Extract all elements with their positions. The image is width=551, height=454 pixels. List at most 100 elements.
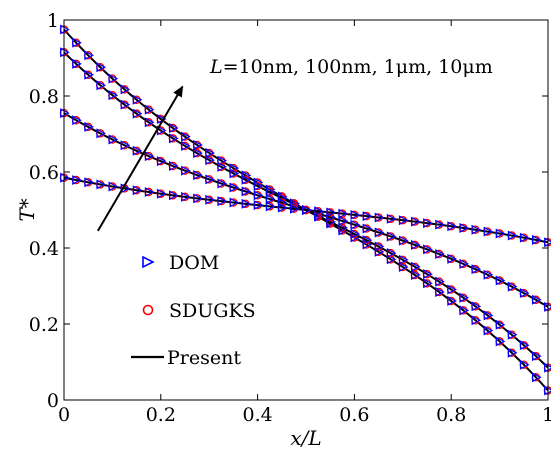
series-1-dom-point xyxy=(120,84,131,95)
series-4-dom-point xyxy=(495,228,506,239)
series-1-dom-point xyxy=(205,147,216,158)
series-4-dom-point xyxy=(72,175,82,186)
series-1-dom-point xyxy=(532,372,542,383)
series-1-dom-point xyxy=(108,73,119,84)
series-4-dom-point xyxy=(435,219,445,230)
series-1-dom-point xyxy=(483,325,494,336)
series-4-dom-point xyxy=(229,197,240,208)
series-1-dom-point xyxy=(181,131,191,142)
series-2-dom-point xyxy=(338,222,349,233)
series-4-dom-point xyxy=(169,190,179,201)
series-3-dom-point xyxy=(495,275,506,286)
legend-entry-present: Present xyxy=(131,347,241,369)
series-3-dom-point xyxy=(84,121,95,132)
series-3-dom-point xyxy=(108,134,119,145)
series-3-dom-point xyxy=(193,170,203,181)
series-4-dom-point xyxy=(423,218,433,229)
series-1-dom-point xyxy=(447,295,458,306)
series-3-dom-point xyxy=(205,174,216,185)
y-tick-label: 0.8 xyxy=(29,86,59,108)
y-tick-label: 0 xyxy=(47,390,59,412)
series-2-dom-point xyxy=(205,155,216,166)
series-1-dom-point xyxy=(217,155,228,166)
legend-label: SDUGKS xyxy=(169,300,256,322)
series-1-dom-point xyxy=(96,62,107,73)
series-1-dom-point xyxy=(544,385,551,396)
series-4-dom-point xyxy=(386,213,397,224)
plot-frame xyxy=(63,19,549,401)
series-1-dom-point xyxy=(411,270,421,281)
series-2-dom-point xyxy=(265,187,276,198)
series-4-dom-point xyxy=(290,203,300,214)
series-4-dom-point xyxy=(362,211,373,222)
series-4-dom-point xyxy=(459,222,470,233)
annotation-text: L=10nm, 100nm, 1μm, 10μm xyxy=(209,56,493,78)
series-4-dom-point xyxy=(60,172,70,183)
series-3-dom-point xyxy=(253,190,264,201)
series-3-dom-point xyxy=(423,244,433,255)
series-2-dom-point xyxy=(169,133,179,144)
series-3-dom-point xyxy=(447,253,458,264)
series-1-dom-point xyxy=(459,305,470,316)
series-2-dom-point xyxy=(459,292,470,303)
series-4-dom-point xyxy=(132,185,143,196)
series-group xyxy=(59,24,551,396)
legend-entry-dom: DOM xyxy=(142,252,219,274)
series-2-dom-point xyxy=(362,235,373,246)
axis-labels: x/L T* xyxy=(15,198,322,450)
x-tick-label: 0.6 xyxy=(339,404,369,426)
series-1-dom-point xyxy=(144,104,155,115)
legend-sdugks-marker xyxy=(142,304,154,316)
series-3-dom-point xyxy=(519,288,530,299)
series-4-dom-point xyxy=(241,198,252,209)
series-2-dom-point xyxy=(253,181,264,192)
series-4-dom-point xyxy=(96,179,107,190)
series-1-dom-point xyxy=(471,315,482,326)
series-3-dom-point xyxy=(265,194,276,205)
series-2-dom-point xyxy=(423,269,433,280)
series-4-dom-point xyxy=(156,188,167,199)
series-4-dom-point xyxy=(483,226,494,237)
series-2-dom-point xyxy=(229,168,240,179)
series-2-dom-point xyxy=(241,174,252,185)
series-3-dom-point xyxy=(362,223,373,234)
series-3-dom-point xyxy=(217,178,228,189)
legend-dom-marker xyxy=(142,255,155,269)
series-1-dom-point xyxy=(84,50,95,61)
series-2-dom-point xyxy=(447,284,458,295)
y-tick-label: 0.2 xyxy=(29,314,59,336)
series-4-dom-point xyxy=(411,216,421,227)
series-2-dom-point xyxy=(483,310,494,321)
series-4-dom-point xyxy=(350,209,361,220)
series-2-dom-point xyxy=(519,340,530,351)
series-4-dom-point xyxy=(507,230,518,241)
series-4-dom-point xyxy=(544,237,551,248)
series-2-dom-point xyxy=(96,80,107,91)
series-2-dom-point xyxy=(435,276,445,287)
series-2-dom-point xyxy=(144,117,155,128)
x-tick-label: 1 xyxy=(542,404,551,426)
series-4-dom-point xyxy=(253,200,264,211)
annotation-prefix: L xyxy=(209,56,223,78)
series-2-dom-point xyxy=(411,261,421,272)
series-2-dom-point xyxy=(532,351,542,362)
annotation-values: =10nm, 100nm, 1μm, 10μm xyxy=(223,56,493,78)
series-2-dom-point xyxy=(84,69,95,80)
series-2-dom-point xyxy=(495,319,506,330)
series-2-dom-point xyxy=(181,140,191,151)
series-2-dom-point xyxy=(120,99,131,110)
series-4-dom-point xyxy=(447,221,458,232)
series-3-dom-point xyxy=(229,182,240,193)
x-tick-label: 0.4 xyxy=(242,404,272,426)
series-1-dom-point xyxy=(423,278,433,289)
series-3-dom-point xyxy=(507,281,518,292)
series-4-dom-point xyxy=(314,206,324,217)
series-3-dom-point xyxy=(144,151,155,162)
y-tick-label: 0.6 xyxy=(29,162,59,184)
series-4-dom-point xyxy=(277,202,288,213)
series-4-dom-point xyxy=(338,208,349,219)
series-2-dom-point xyxy=(507,329,518,340)
series-3-dom-point xyxy=(374,227,385,238)
series-1-dom-point xyxy=(60,24,70,35)
series-2-dom-point xyxy=(193,148,203,159)
